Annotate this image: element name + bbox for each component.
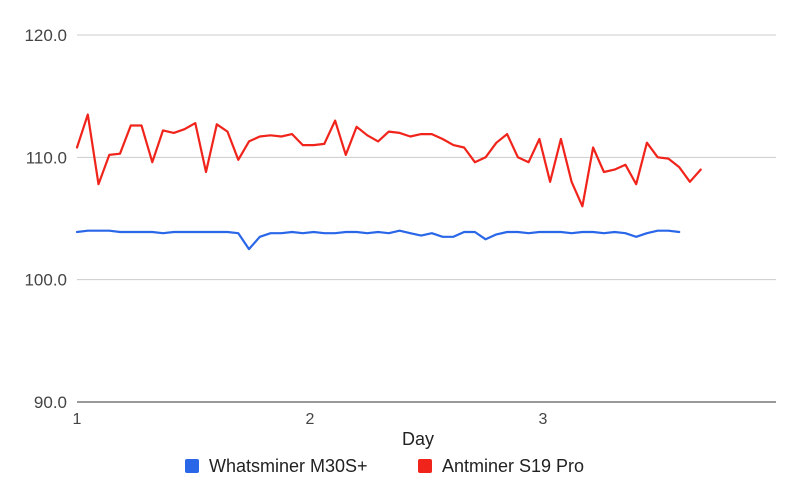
x-axis-tick-labels: 1 2 3 xyxy=(73,411,548,428)
legend-label: Antminer S19 Pro xyxy=(442,456,584,476)
y-axis-tick-labels: 90.0 100.0 110.0 120.0 xyxy=(24,26,67,412)
y-tick-label: 90.0 xyxy=(34,393,67,412)
series-lines xyxy=(75,113,702,251)
legend-label: Whatsminer M30S+ xyxy=(209,456,368,476)
y-tick-label: 120.0 xyxy=(24,26,67,45)
y-tick-label: 100.0 xyxy=(24,271,67,290)
x-tick-label: 3 xyxy=(539,411,548,428)
legend: Whatsminer M30S+ Antminer S19 Pro xyxy=(185,456,584,476)
x-tick-label: 2 xyxy=(306,411,315,428)
x-tick-label: 1 xyxy=(73,411,82,428)
gridlines xyxy=(77,34,776,403)
series-line-1 xyxy=(75,113,702,208)
series-line-0 xyxy=(75,229,681,251)
legend-swatch xyxy=(418,459,432,473)
legend-swatch xyxy=(185,459,199,473)
y-tick-label: 110.0 xyxy=(26,148,67,167)
x-axis-label: Day xyxy=(402,429,434,449)
